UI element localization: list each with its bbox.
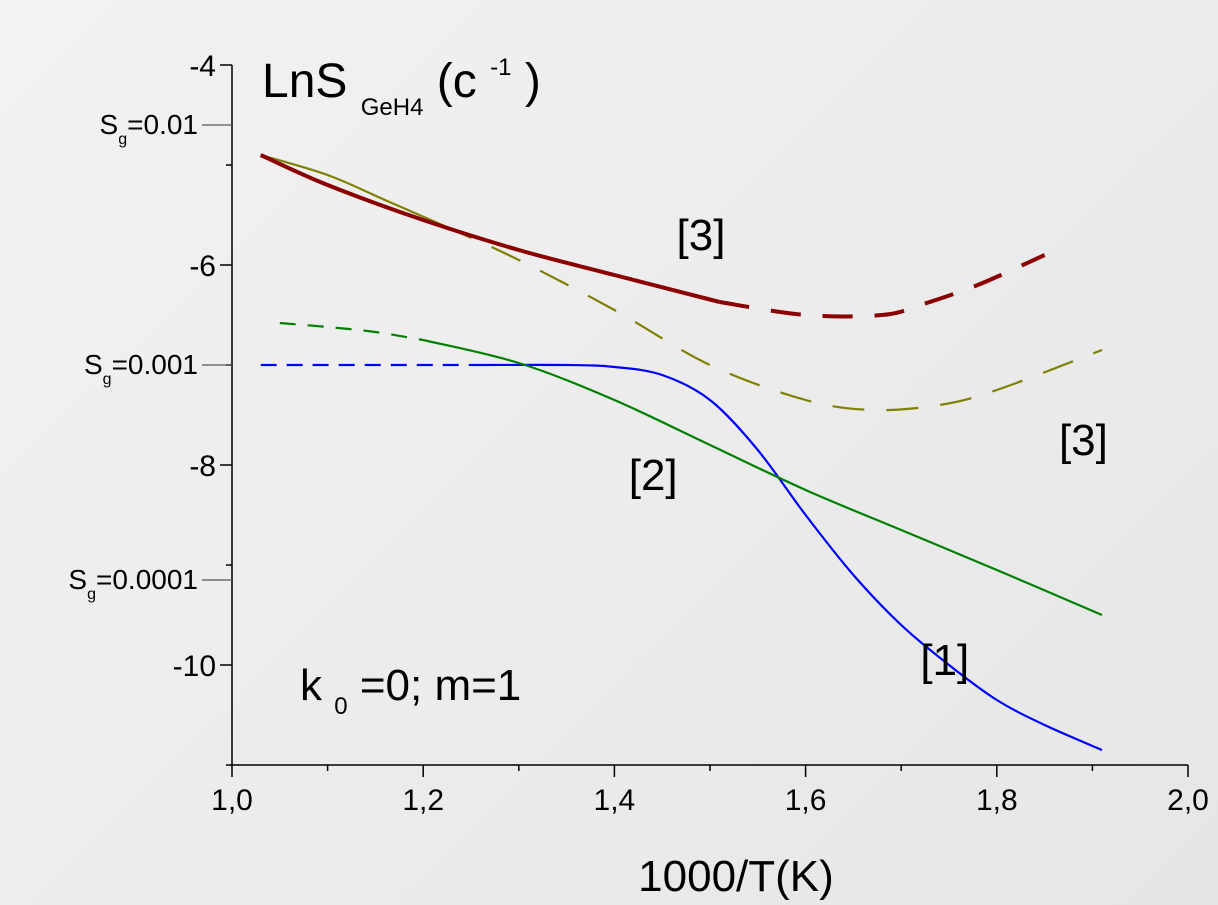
sg-marker-label: Sg=0.001	[84, 349, 198, 388]
x-tick-label: 1,8	[976, 784, 1018, 817]
axes-layer	[231, 65, 1188, 766]
sg-marker-sub: g	[118, 131, 127, 148]
x-tick-label: 1,6	[785, 784, 827, 817]
sg-marker-rest: =0.01	[127, 109, 198, 140]
series-line	[422, 338, 1103, 617]
sg-marker-base: S	[84, 349, 103, 380]
sg-marker-rest: =0.0001	[96, 564, 198, 595]
labels-layer: 1000/T(K) LnS GeH4 (c -1 ) k 0 =0; m=1	[262, 33, 834, 901]
series-line	[279, 321, 424, 342]
x-tick-label: 1,0	[211, 784, 253, 817]
y-tick-label: -10	[173, 650, 216, 683]
curve-annotation: [3]	[677, 211, 726, 260]
sg-marker-label: Sg=0.0001	[68, 564, 198, 603]
series-line	[441, 223, 1103, 412]
sg-marker-rest: =0.001	[112, 349, 198, 380]
sg-marker-sub: g	[103, 371, 112, 388]
sg-marker-base: S	[68, 564, 87, 595]
annotations-layer: [3] [3] [2] [1]	[629, 211, 1108, 685]
y-axis-label-sup: -1	[490, 54, 511, 81]
y-tick-label: -6	[189, 250, 216, 283]
y-tick-label: -8	[189, 450, 216, 483]
x-tick-label: 2,0	[1167, 784, 1209, 817]
curve-annotation: [1]	[920, 636, 969, 685]
inset-text-base: k	[300, 661, 323, 710]
y-axis-label: LnS GeH4 (c -1 )	[262, 33, 541, 126]
sg-marker-label: Sg=0.01	[100, 109, 198, 148]
y-axis-label-paren-open: (c	[437, 55, 477, 108]
y-axis-label-sub: GeH4	[361, 94, 424, 121]
sg-marker-sub: g	[87, 586, 96, 603]
sg-marker-base: S	[100, 109, 119, 140]
series-line	[719, 253, 1046, 319]
y-axis-label-paren-close: )	[525, 55, 541, 108]
x-axis-label: 1000/T(K)	[638, 852, 834, 901]
curve-annotation: [3]	[1059, 416, 1108, 465]
inset-text-rest: =0; m=1	[360, 661, 521, 710]
series-layer	[259, 153, 1103, 752]
curve-annotation: [2]	[629, 451, 678, 500]
x-tick-label: 1,4	[594, 784, 636, 817]
series-line	[260, 153, 443, 227]
x-tick-label: 1,2	[402, 784, 444, 817]
inset-text: k 0 =0; m=1	[300, 661, 521, 724]
y-axis-label-base: LnS	[262, 55, 347, 108]
series-line	[259, 153, 721, 304]
ticks-layer: 1,0 1,2 1,4 1,6 1,8 2,0-4-6-8-10Sg=0.01Sg=0.0…	[68, 50, 1208, 817]
y-tick-label: -4	[189, 50, 216, 83]
inset-text-sub: 0	[334, 693, 347, 720]
series-line	[480, 363, 1103, 752]
